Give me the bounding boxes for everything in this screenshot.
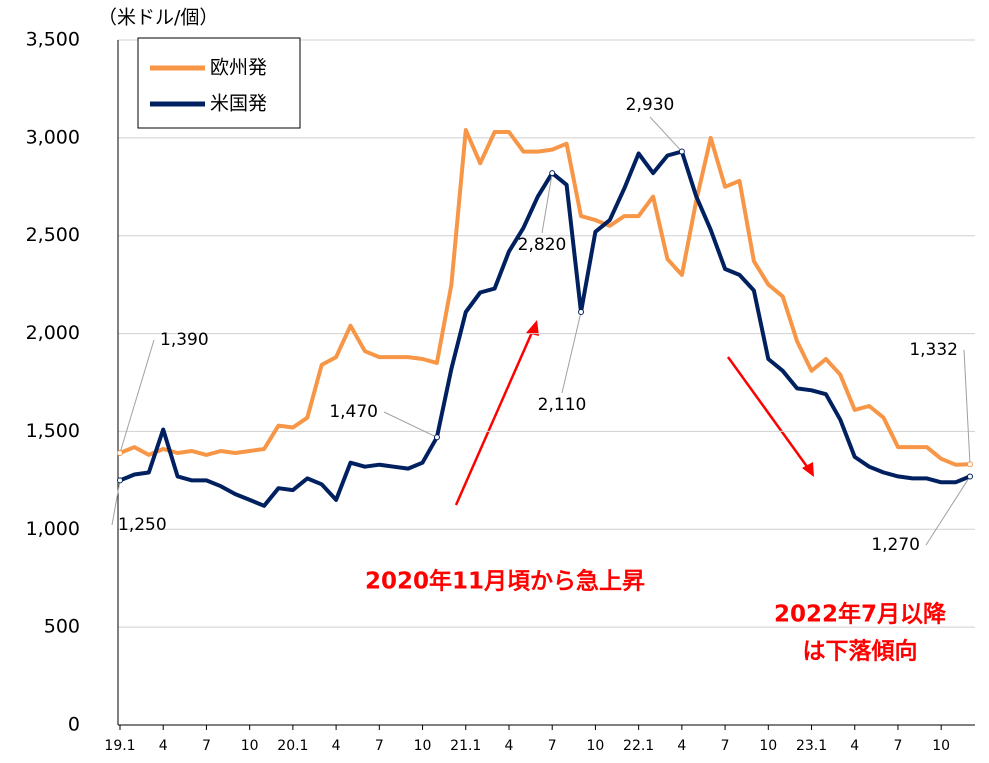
data-point: [578, 309, 585, 316]
leader-line: [111, 480, 121, 526]
x-tick-label: 7: [894, 738, 903, 754]
x-tick-label: 10: [587, 738, 605, 754]
y-tick-label: 0: [68, 714, 80, 736]
data-point: [967, 473, 973, 480]
y-tick-label: 3,000: [26, 126, 80, 148]
data-point: [117, 477, 123, 484]
x-tick-label: 10: [932, 738, 950, 754]
leader-line: [541, 173, 553, 234]
data-label: 1,250: [118, 515, 167, 535]
legend-box: [137, 37, 301, 129]
arrow: [726, 356, 810, 469]
y-tick-label: 3,500: [26, 29, 80, 51]
data-point: [678, 148, 685, 155]
line-series: [119, 149, 971, 508]
data-point: [549, 170, 556, 177]
y-tick-label: 1,000: [26, 518, 80, 540]
x-tick-label: 4: [850, 738, 859, 754]
x-tick-label: 7: [375, 738, 384, 754]
leader-line: [925, 476, 971, 546]
x-tick-label: 7: [721, 738, 730, 754]
data-point: [967, 461, 973, 468]
x-tick-label: 23.1: [796, 738, 827, 754]
x-tick-label: 10: [241, 738, 259, 754]
y-tick-label: 1,500: [26, 420, 80, 442]
x-tick-label: 10: [414, 738, 432, 754]
data-label: 1,270: [871, 535, 920, 555]
x-tick-label: 4: [677, 738, 686, 754]
x-tick-label: 20.1: [277, 738, 308, 754]
data-label: 1,390: [160, 330, 209, 350]
y-tick-label: 2,000: [26, 322, 80, 344]
x-tick-label: 7: [548, 738, 557, 754]
x-tick-label: 4: [332, 738, 341, 754]
x-tick-label: 4: [159, 738, 168, 754]
x-tick-label: 19.1: [104, 738, 135, 754]
leader-line: [561, 311, 582, 394]
leader-line: [649, 116, 683, 152]
line-series: [119, 128, 971, 467]
data-label: 2,820: [518, 235, 567, 255]
leader-line: [383, 411, 438, 438]
legend-label: 欧州発: [210, 57, 267, 79]
x-tick-label: 10: [759, 738, 777, 754]
y-tick-label: 500: [44, 616, 80, 638]
arrow-head: [526, 320, 539, 336]
legend-label: 米国発: [210, 93, 267, 115]
data-label: 1,332: [909, 340, 958, 360]
y-axis-label: （米ドル/個）: [98, 7, 218, 29]
data-label: 1,470: [329, 402, 378, 422]
data-point: [433, 434, 440, 441]
data-label: 2,110: [538, 395, 587, 415]
y-tick-label: 2,500: [26, 224, 80, 246]
data-label: 2,930: [626, 95, 675, 115]
arrow: [454, 329, 535, 506]
annotation: は下落傾向: [803, 638, 918, 665]
arrow-head: [802, 462, 814, 477]
leader-line: [119, 339, 155, 454]
x-tick-label: 4: [505, 738, 514, 754]
x-tick-label: 22.1: [623, 738, 654, 754]
leader-line: [963, 349, 971, 465]
data-point: [117, 449, 123, 456]
x-tick-label: 7: [202, 738, 211, 754]
annotation: 2020年11月頃から急上昇: [365, 568, 645, 595]
annotation: 2022年7月以降: [774, 601, 947, 628]
x-tick-label: 21.1: [450, 738, 481, 754]
